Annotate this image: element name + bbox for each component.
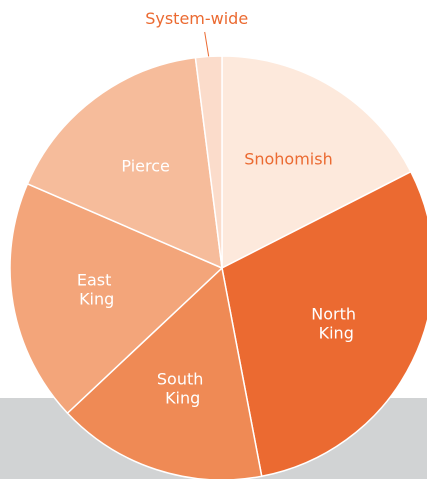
leader-line [204, 31, 210, 57]
slice-label: South King [157, 369, 209, 407]
pie-slice [221, 55, 412, 270]
slice-label: Pierce [121, 156, 169, 175]
pie-slice [9, 182, 224, 415]
pie-slice [221, 170, 427, 478]
slice-label: System-wide [145, 9, 248, 28]
pie-slice [26, 56, 223, 270]
slice-label: Snohomish [244, 149, 333, 168]
slice-label: East King [77, 270, 117, 308]
slice-label: North King [311, 304, 361, 342]
